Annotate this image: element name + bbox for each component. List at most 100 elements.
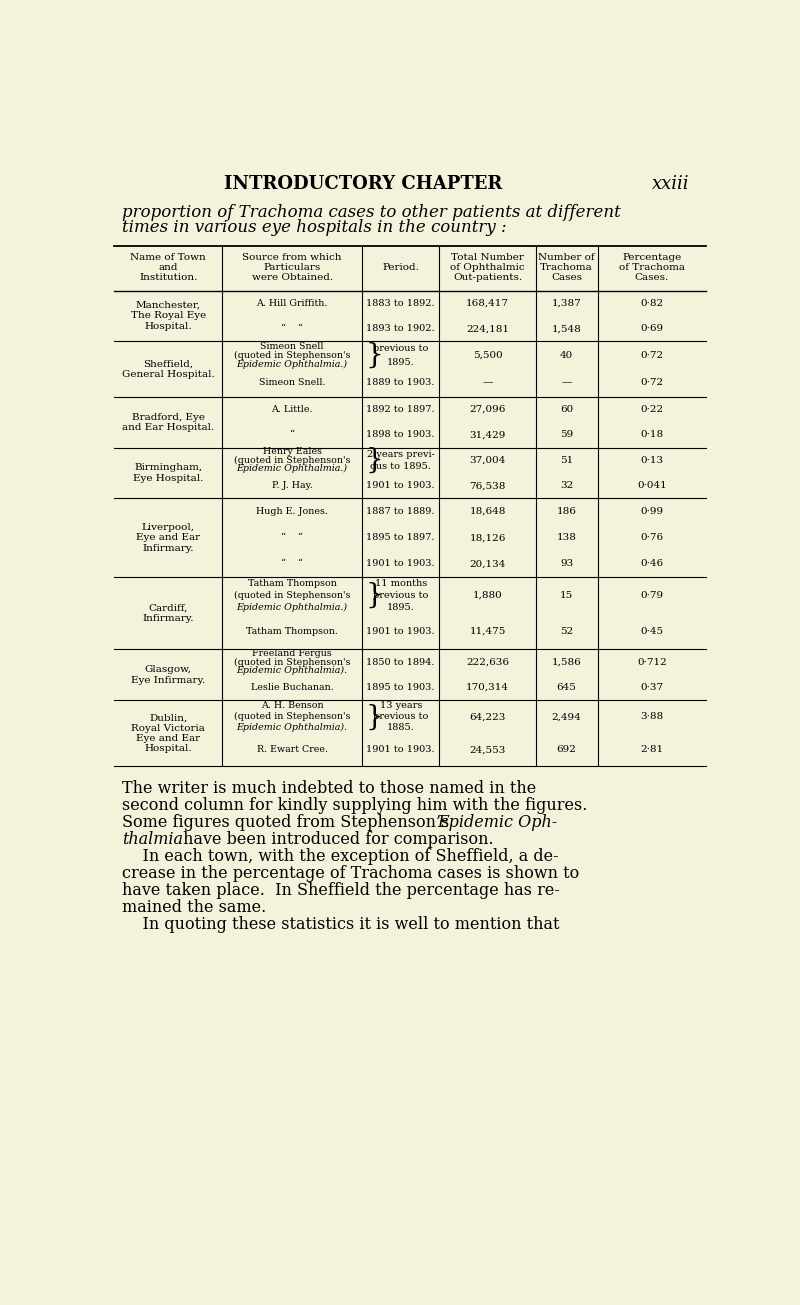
- Text: 1895 to 1903.: 1895 to 1903.: [366, 683, 435, 692]
- Text: Simeon Snell: Simeon Snell: [261, 342, 324, 351]
- Text: previous to: previous to: [373, 591, 428, 599]
- Text: 13 years: 13 years: [379, 701, 422, 710]
- Text: 1895.: 1895.: [387, 603, 414, 612]
- Text: 186: 186: [557, 508, 577, 515]
- Text: Bradford, Eye
and Ear Hospital.: Bradford, Eye and Ear Hospital.: [122, 412, 214, 432]
- Text: Hugh E. Jones.: Hugh E. Jones.: [256, 508, 328, 515]
- Text: 52: 52: [560, 626, 573, 636]
- Text: 0·72: 0·72: [640, 378, 663, 388]
- Text: 0·041: 0·041: [637, 482, 666, 491]
- Text: A. Little.: A. Little.: [271, 405, 313, 414]
- Text: }: }: [366, 703, 383, 731]
- Text: 1901 to 1903.: 1901 to 1903.: [366, 482, 435, 491]
- Text: 1850 to 1894.: 1850 to 1894.: [366, 658, 435, 667]
- Text: 1901 to 1903.: 1901 to 1903.: [366, 626, 435, 636]
- Text: Leslie Buchanan.: Leslie Buchanan.: [251, 683, 334, 692]
- Text: 0·76: 0·76: [640, 534, 663, 543]
- Text: 0·46: 0·46: [640, 560, 663, 569]
- Text: “    “: “ “: [282, 324, 303, 333]
- Text: “    “: “ “: [282, 560, 303, 569]
- Text: In each town, with the exception of Sheffield, a de-: In each town, with the exception of Shef…: [122, 848, 558, 865]
- Text: (quoted in Stephenson's: (quoted in Stephenson's: [234, 351, 350, 360]
- Text: 24,553: 24,553: [470, 745, 506, 754]
- Text: 27,096: 27,096: [470, 405, 506, 414]
- Text: second column for kindly supplying him with the figures.: second column for kindly supplying him w…: [122, 797, 587, 814]
- Text: Liverpool,
Eye and Ear
Infirmary.: Liverpool, Eye and Ear Infirmary.: [136, 523, 200, 552]
- Text: 0·22: 0·22: [640, 405, 663, 414]
- Text: 18,648: 18,648: [470, 508, 506, 515]
- Text: 15: 15: [560, 591, 573, 599]
- Text: 692: 692: [557, 745, 577, 754]
- Text: (quoted in Stephenson's: (quoted in Stephenson's: [234, 591, 350, 600]
- Text: 2 years previ-: 2 years previ-: [366, 449, 434, 458]
- Text: R. Ewart Cree.: R. Ewart Cree.: [257, 745, 328, 754]
- Text: 1898 to 1903.: 1898 to 1903.: [366, 431, 435, 440]
- Text: xxiii: xxiii: [652, 175, 689, 193]
- Text: Epidemic Ophthalmia).: Epidemic Ophthalmia).: [237, 723, 348, 732]
- Text: —: —: [562, 378, 572, 388]
- Text: 0·82: 0·82: [640, 299, 663, 308]
- Text: 170,314: 170,314: [466, 683, 509, 692]
- Text: Source from which
Particulars
were Obtained.: Source from which Particulars were Obtai…: [242, 253, 342, 282]
- Text: 51: 51: [560, 455, 573, 465]
- Text: Number of
Trachoma
Cases: Number of Trachoma Cases: [538, 253, 595, 282]
- Text: 93: 93: [560, 560, 573, 569]
- Text: thalmia: thalmia: [122, 831, 182, 848]
- Text: Manchester,
The Royal Eye
Hospital.: Manchester, The Royal Eye Hospital.: [130, 301, 206, 331]
- Text: Epidemic Oph-: Epidemic Oph-: [437, 814, 558, 831]
- Text: 3·88: 3·88: [640, 713, 663, 722]
- Text: 37,004: 37,004: [470, 455, 506, 465]
- Text: (quoted in Stephenson's: (quoted in Stephenson's: [234, 455, 350, 465]
- Text: —: —: [482, 378, 493, 388]
- Text: Henry Eales: Henry Eales: [262, 448, 322, 457]
- Text: 0·712: 0·712: [637, 658, 666, 667]
- Text: “: “: [290, 431, 294, 440]
- Text: 0·79: 0·79: [640, 591, 663, 599]
- Text: 11,475: 11,475: [470, 626, 506, 636]
- Text: Name of Town
and
Institution.: Name of Town and Institution.: [130, 253, 206, 282]
- Text: 20,134: 20,134: [470, 560, 506, 569]
- Text: 1887 to 1889.: 1887 to 1889.: [366, 508, 435, 515]
- Text: 0·72: 0·72: [640, 351, 663, 360]
- Text: 40: 40: [560, 351, 573, 360]
- Text: 18,126: 18,126: [470, 534, 506, 543]
- Text: INTRODUCTORY CHAPTER: INTRODUCTORY CHAPTER: [224, 175, 502, 193]
- Text: 1895.: 1895.: [387, 358, 414, 367]
- Text: crease in the percentage of Trachoma cases is shown to: crease in the percentage of Trachoma cas…: [122, 865, 579, 882]
- Text: 1,586: 1,586: [552, 658, 582, 667]
- Text: 222,636: 222,636: [466, 658, 509, 667]
- Text: Glasgow,
Eye Infirmary.: Glasgow, Eye Infirmary.: [131, 666, 206, 685]
- Text: }: }: [366, 446, 383, 474]
- Text: (quoted in Stephenson's: (quoted in Stephenson's: [234, 713, 350, 722]
- Text: Epidemic Ophthalmia).: Epidemic Ophthalmia).: [237, 666, 348, 675]
- Text: Epidemic Ophthalmia.): Epidemic Ophthalmia.): [237, 360, 348, 369]
- Text: 1,548: 1,548: [552, 324, 582, 333]
- Text: Freeland Fergus: Freeland Fergus: [252, 649, 332, 658]
- Text: 64,223: 64,223: [470, 713, 506, 722]
- Text: A. Hill Griffith.: A. Hill Griffith.: [257, 299, 328, 308]
- Text: have taken place.  In Sheffield the percentage has re-: have taken place. In Sheffield the perce…: [122, 882, 559, 899]
- Text: 224,181: 224,181: [466, 324, 509, 333]
- Text: Tatham Thompson.: Tatham Thompson.: [246, 626, 338, 636]
- Text: 1893 to 1902.: 1893 to 1902.: [366, 324, 435, 333]
- Text: 2,494: 2,494: [552, 713, 582, 722]
- Text: 1901 to 1903.: 1901 to 1903.: [366, 560, 435, 569]
- Text: Simeon Snell.: Simeon Snell.: [259, 378, 326, 388]
- Text: previous to: previous to: [373, 343, 428, 352]
- Text: 0·69: 0·69: [640, 324, 663, 333]
- Text: times in various eye hospitals in the country :: times in various eye hospitals in the co…: [122, 219, 506, 236]
- Text: 0·99: 0·99: [640, 508, 663, 515]
- Text: “    “: “ “: [282, 534, 303, 543]
- Text: The writer is much indebted to those named in the: The writer is much indebted to those nam…: [122, 780, 536, 797]
- Text: 1885.: 1885.: [387, 723, 414, 732]
- Text: proportion of Trachoma cases to other patients at different: proportion of Trachoma cases to other pa…: [122, 204, 621, 221]
- Text: Birmingham,
Eye Hospital.: Birmingham, Eye Hospital.: [133, 463, 203, 483]
- Text: 1889 to 1903.: 1889 to 1903.: [366, 378, 435, 388]
- Text: Epidemic Ophthalmia.): Epidemic Ophthalmia.): [237, 465, 348, 474]
- Text: A. H. Benson: A. H. Benson: [261, 701, 323, 710]
- Text: 60: 60: [560, 405, 573, 414]
- Text: mained the same.: mained the same.: [122, 899, 266, 916]
- Text: 0·18: 0·18: [640, 431, 663, 440]
- Text: Dublin,
Royal Victoria
Eye and Ear
Hospital.: Dublin, Royal Victoria Eye and Ear Hospi…: [131, 714, 205, 753]
- Text: 138: 138: [557, 534, 577, 543]
